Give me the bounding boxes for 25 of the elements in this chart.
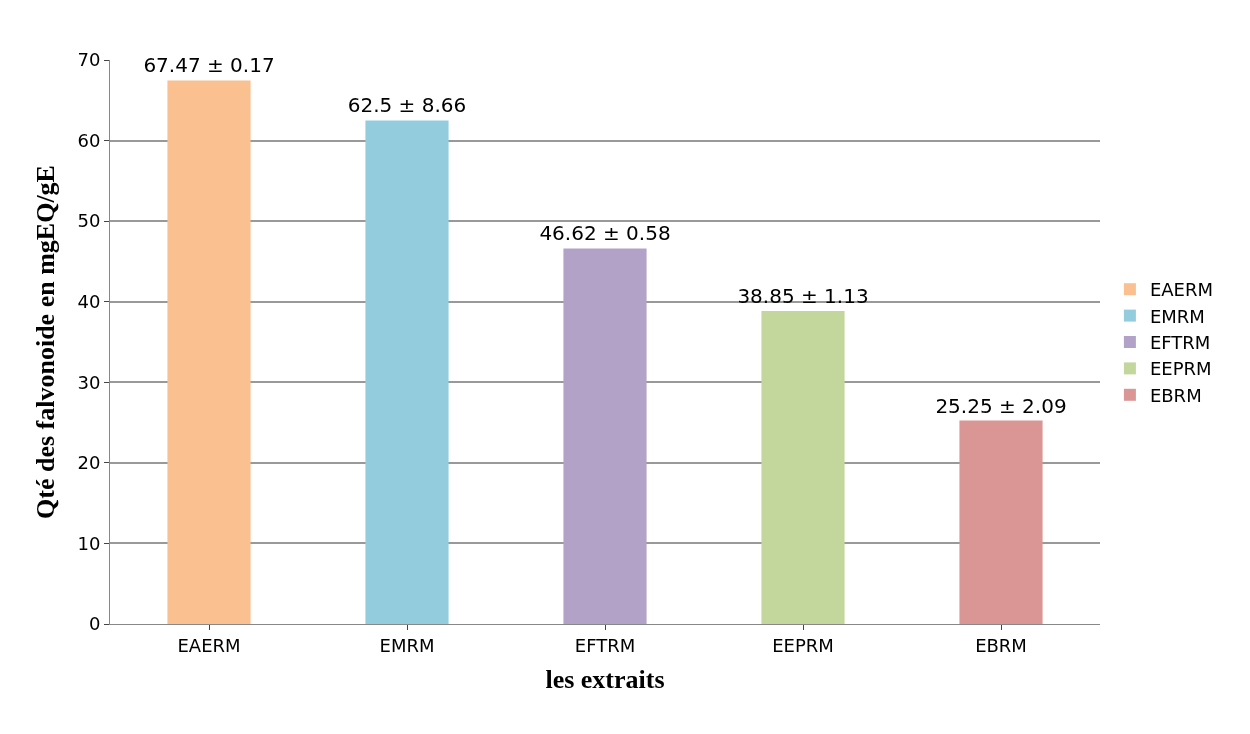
y-tick-label: 0 xyxy=(88,613,101,635)
legend-label: EBRM xyxy=(1149,384,1202,406)
x-axis-title: les extraits xyxy=(545,665,665,695)
data-label: 67.47 ± 0.17 xyxy=(143,53,275,78)
x-tick-label: EBRM xyxy=(975,634,1027,656)
y-tick-label: 50 xyxy=(77,210,101,232)
x-tick-label: EEPRM xyxy=(772,634,834,656)
data-label: 46.62 ± 0.58 xyxy=(539,221,671,246)
x-tick-label: EMRM xyxy=(379,634,435,656)
y-tick-label: 60 xyxy=(77,129,101,151)
data-label: 25.25 ± 2.09 xyxy=(935,393,1067,418)
legend-label: EFTRM xyxy=(1149,332,1211,354)
y-axis-title: Qté des falvonoide en mgEQ/gE xyxy=(30,165,60,519)
y-tick-label: 70 xyxy=(77,49,101,71)
y-tick-label: 40 xyxy=(77,291,101,313)
y-tick-label: 10 xyxy=(77,532,101,554)
data-label: 62.5 ± 8.66 xyxy=(347,93,467,118)
x-tick-label: EAERM xyxy=(177,634,241,656)
legend-label: EMRM xyxy=(1149,305,1205,327)
legend-label: EEPRM xyxy=(1149,358,1212,380)
x-tick-label: EFTRM xyxy=(574,634,636,656)
data-label: 38.85 ± 1.13 xyxy=(737,283,869,308)
legend-label: EAERM xyxy=(1149,279,1214,301)
y-tick-label: 30 xyxy=(77,371,101,393)
y-tick-label: 20 xyxy=(77,452,101,474)
